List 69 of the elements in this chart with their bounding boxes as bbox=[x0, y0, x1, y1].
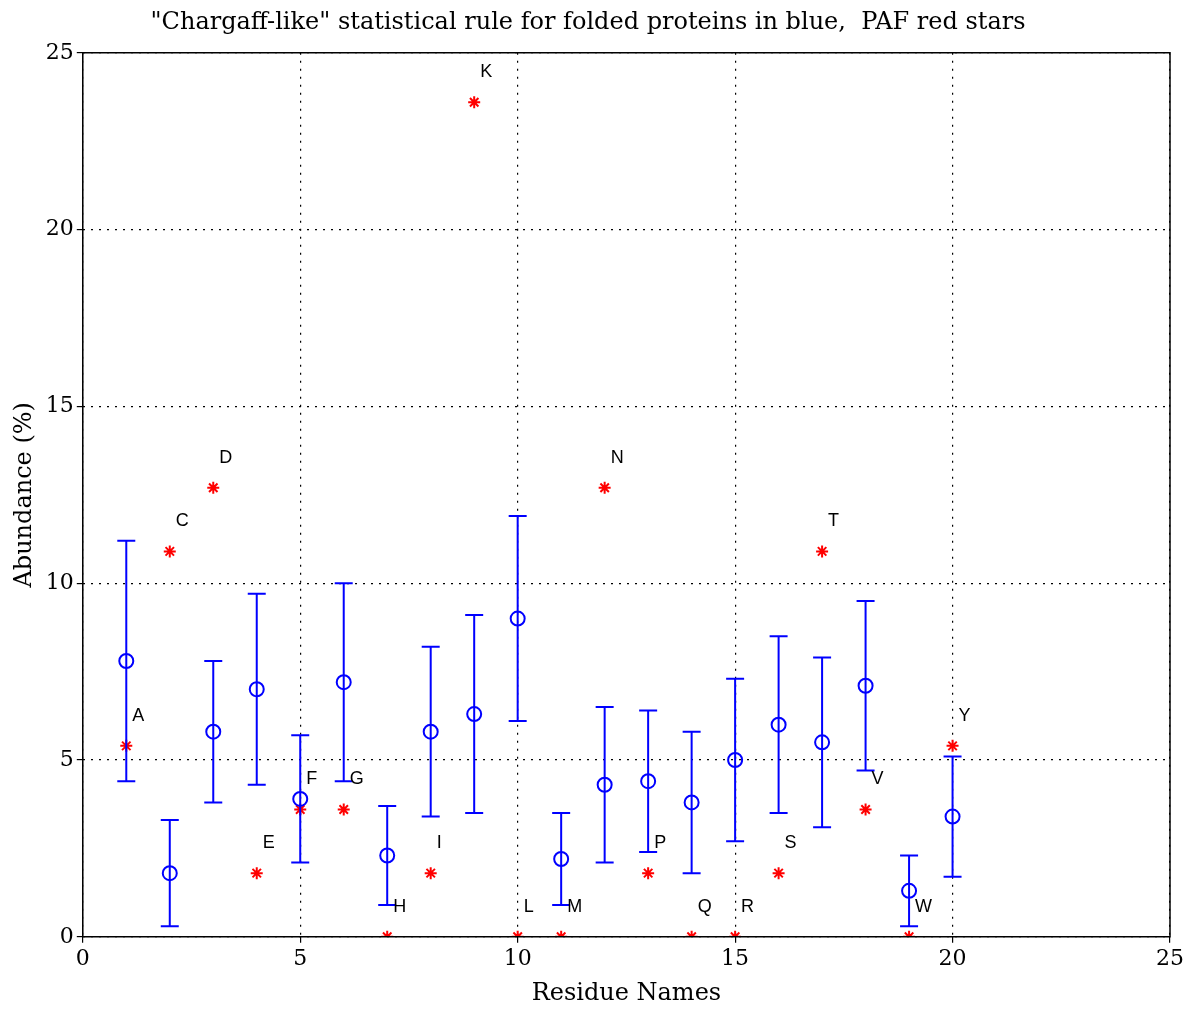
point bbox=[640, 773, 657, 790]
point bbox=[423, 866, 438, 881]
y-tick-label: 25 bbox=[45, 38, 74, 64]
point bbox=[379, 847, 396, 864]
annotation: M bbox=[567, 895, 583, 916]
point bbox=[596, 776, 613, 793]
point bbox=[336, 802, 351, 817]
x-tick-label: 20 bbox=[938, 944, 967, 970]
annotation: L bbox=[523, 895, 534, 916]
point bbox=[597, 480, 612, 495]
point bbox=[727, 752, 744, 768]
annotation: Q bbox=[697, 895, 712, 916]
x-tick-label: 10 bbox=[503, 944, 532, 970]
x-tick-label: 5 bbox=[293, 944, 308, 970]
y-tick-label: 5 bbox=[59, 745, 74, 771]
point bbox=[901, 882, 918, 899]
x-tick-label: 25 bbox=[1156, 944, 1184, 970]
annotation: K bbox=[480, 61, 493, 82]
point bbox=[249, 866, 264, 881]
y-tick-label: 20 bbox=[45, 215, 74, 241]
point bbox=[641, 866, 656, 881]
annotation: H bbox=[393, 895, 407, 916]
point bbox=[814, 734, 831, 751]
point bbox=[118, 652, 135, 669]
point bbox=[857, 677, 874, 694]
point bbox=[944, 808, 961, 825]
point bbox=[293, 802, 308, 817]
point bbox=[335, 674, 352, 691]
annotation: C bbox=[175, 510, 189, 531]
y-tick-label: 10 bbox=[45, 568, 74, 594]
point bbox=[205, 723, 222, 740]
annotation: G bbox=[349, 768, 364, 789]
point bbox=[945, 738, 960, 753]
point bbox=[553, 851, 570, 868]
annotation: T bbox=[828, 510, 840, 531]
annotation: E bbox=[262, 832, 275, 853]
x-tick-label: 0 bbox=[75, 944, 90, 970]
point bbox=[422, 723, 439, 740]
point bbox=[248, 681, 265, 698]
annotation: F bbox=[306, 768, 318, 789]
point bbox=[771, 866, 786, 881]
point bbox=[467, 95, 482, 110]
point bbox=[119, 738, 134, 753]
annotation: P bbox=[654, 832, 667, 853]
y-axis-title: Abundance (%) bbox=[8, 402, 37, 589]
annotation: S bbox=[784, 832, 797, 853]
point bbox=[509, 610, 526, 627]
point bbox=[466, 706, 483, 723]
annotation: D bbox=[219, 446, 233, 467]
x-axis-title: Residue Names bbox=[531, 977, 722, 1006]
point bbox=[683, 794, 700, 811]
annotation: W bbox=[915, 895, 933, 916]
annotation: V bbox=[871, 768, 884, 789]
annotation: I bbox=[436, 832, 442, 853]
point bbox=[858, 802, 873, 817]
chart-title: "Chargaff-like" statistical rule for folded proteins in blue, PAF red stars bbox=[150, 6, 1026, 35]
x-tick-label: 15 bbox=[721, 944, 750, 970]
point bbox=[292, 790, 309, 807]
annotation: Y bbox=[958, 704, 971, 725]
annotation: N bbox=[610, 446, 624, 467]
point bbox=[206, 480, 221, 495]
annotation: A bbox=[132, 704, 145, 725]
y-tick-label: 15 bbox=[45, 392, 74, 418]
point bbox=[161, 865, 178, 882]
annotation: R bbox=[741, 895, 755, 916]
point bbox=[815, 544, 830, 559]
y-tick-label: 0 bbox=[59, 922, 74, 948]
point bbox=[770, 716, 787, 733]
point bbox=[162, 544, 177, 559]
